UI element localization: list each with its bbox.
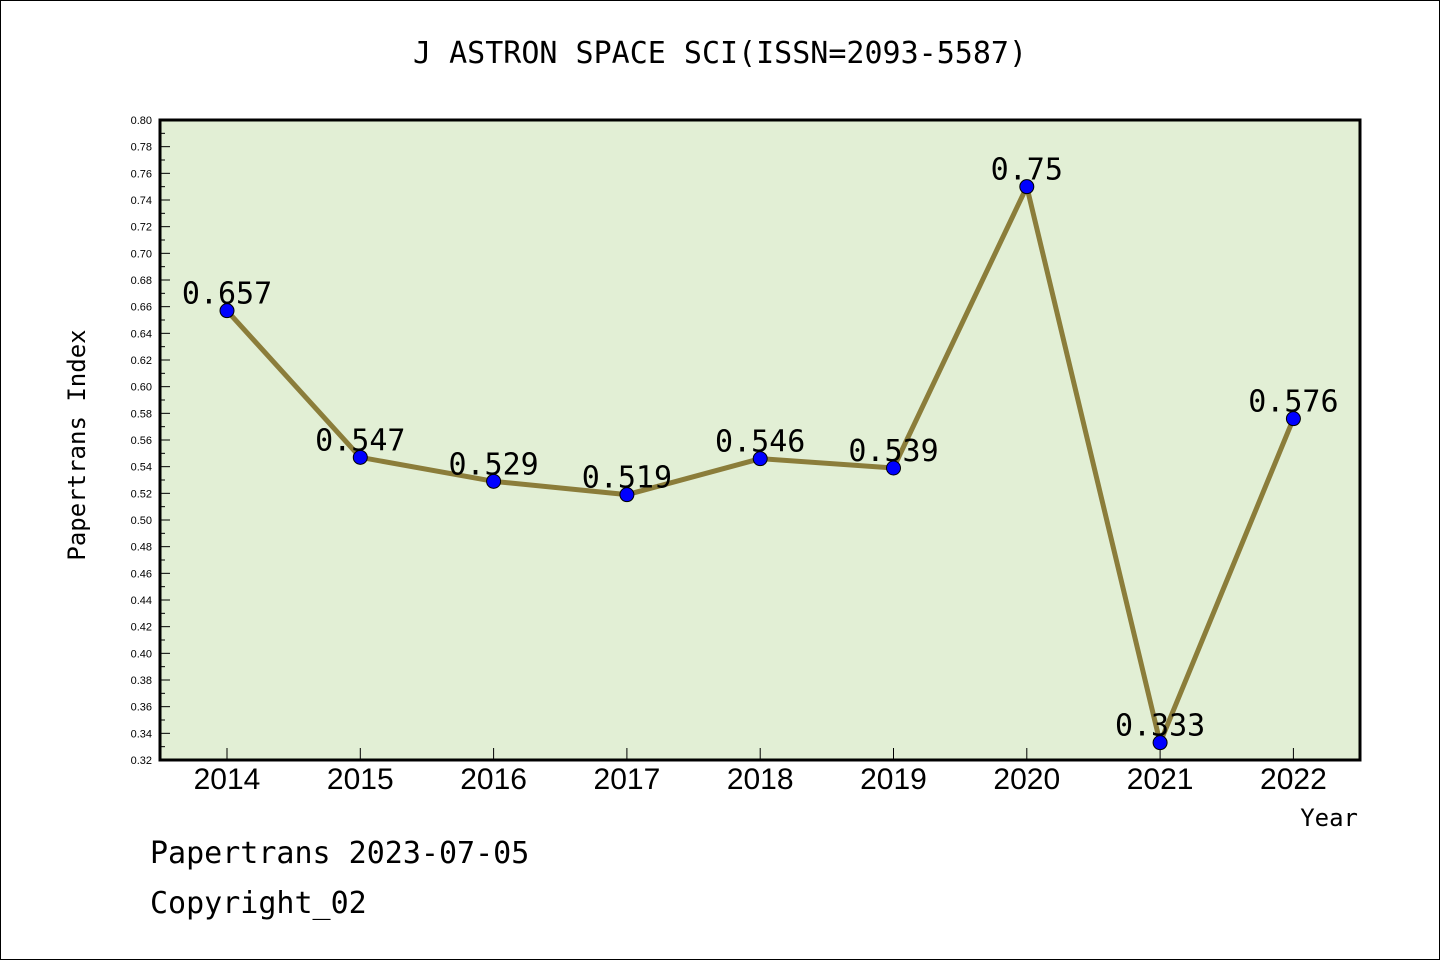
- data-point: [752, 451, 768, 467]
- x-tick-label: 2020: [993, 763, 1060, 796]
- y-tick-label: 0.78: [131, 142, 152, 154]
- y-tick-label: 0.74: [131, 195, 152, 207]
- data-point: [219, 303, 235, 319]
- y-tick-label: 0.46: [131, 568, 152, 580]
- data-point: [1019, 179, 1035, 195]
- plot-area: [158, 118, 1362, 762]
- y-tick-label: 0.70: [131, 248, 152, 260]
- x-tick-label: 2018: [727, 763, 794, 796]
- data-labels: 0.657 0.547 0.529 0.519 0.546 0.539 0.75 0.333 0…: [182, 153, 1339, 744]
- data-point: [886, 460, 901, 476]
- y-tick-label: 0.36: [131, 702, 152, 714]
- x-tick-label: 2017: [594, 763, 661, 796]
- y-tick-label: 0.40: [131, 648, 152, 660]
- y-tick-label: 0.58: [131, 408, 152, 420]
- data-label: 0.657: [182, 277, 272, 312]
- y-tick-label: 0.76: [131, 168, 152, 180]
- x-tick-label: 2021: [1127, 763, 1194, 796]
- x-tick-label: 2019: [860, 763, 927, 796]
- y-tick-label: 0.64: [131, 328, 152, 340]
- footer-stamp: Papertrans 2023-07-05: [150, 836, 530, 871]
- y-tick-label: 0.50: [131, 515, 152, 527]
- data-label: 0.539: [848, 434, 938, 469]
- y-tick-label: 0.38: [131, 675, 152, 687]
- data-label: 0.75: [991, 153, 1063, 188]
- y-tick-label: 0.68: [131, 275, 152, 287]
- y-tick-label: 0.52: [131, 488, 152, 500]
- footer-copyright: Copyright_02: [150, 886, 367, 921]
- y-tick-label: 0.72: [131, 222, 152, 234]
- y-tick-label: 0.42: [131, 622, 152, 634]
- data-point: [619, 487, 635, 503]
- y-axis-ticks: 0.32 0.34 0.36 0.38 0.40 0.42 0.44 0.46 0.48 0.50…: [131, 115, 170, 767]
- data-label: 0.529: [448, 447, 538, 482]
- y-tick-label: 0.32: [131, 755, 152, 767]
- data-point: [1152, 735, 1168, 751]
- data-label: 0.333: [1115, 709, 1205, 744]
- y-tick-label: 0.44: [131, 595, 152, 607]
- y-tick-label: 0.56: [131, 435, 152, 447]
- y-tick-label: 0.80: [131, 115, 152, 127]
- x-tick-label: 2014: [194, 763, 261, 796]
- chart-title: J ASTRON SPACE SCI(ISSN=2093-5587): [412, 36, 1028, 71]
- data-label: 0.576: [1248, 385, 1338, 420]
- x-tick-label: 2022: [1260, 763, 1327, 796]
- y-tick-label: 0.66: [131, 302, 152, 314]
- data-label: 0.547: [315, 423, 405, 458]
- data-point: [352, 449, 368, 465]
- y-tick-label: 0.60: [131, 382, 152, 394]
- y-tick-label: 0.34: [131, 728, 152, 740]
- y-tick-label: 0.62: [131, 355, 152, 367]
- x-axis-title: Year: [1300, 804, 1358, 832]
- y-tick-label: 0.54: [131, 462, 152, 474]
- data-point: [1285, 411, 1301, 427]
- data-point: [486, 473, 502, 489]
- series-layer: [219, 179, 1301, 751]
- y-tick-label: 0.48: [131, 542, 152, 554]
- y-axis-title: Papertrans Index: [63, 329, 91, 560]
- x-axis-ticks: 2014 2015 2016 2017 2018 2019 2020 2021 2022: [194, 748, 1327, 796]
- data-label: 0.546: [715, 425, 805, 460]
- x-tick-label: 2016: [460, 763, 527, 796]
- x-tick-label: 2015: [327, 763, 394, 796]
- data-label: 0.519: [582, 461, 672, 496]
